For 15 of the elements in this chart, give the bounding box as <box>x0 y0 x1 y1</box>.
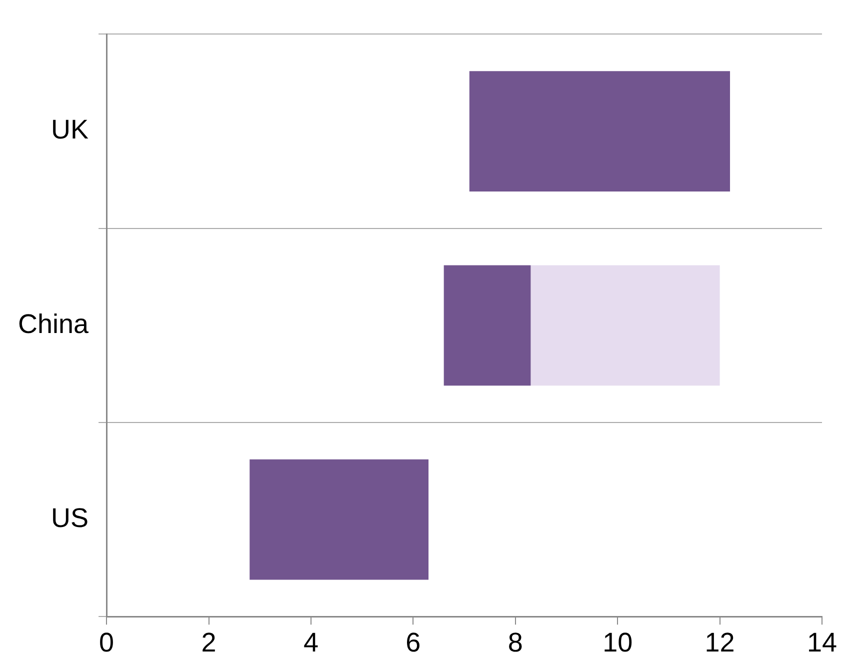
bar <box>250 459 428 580</box>
x-tick-label: 10 <box>602 627 633 658</box>
bar <box>469 71 730 192</box>
bar <box>444 265 531 386</box>
x-tick-label: 12 <box>704 627 735 658</box>
y-tick-label: US <box>51 502 89 533</box>
x-tick-label: 8 <box>508 627 523 658</box>
x-tick-label: 0 <box>99 627 114 658</box>
y-tick-label: China <box>18 308 90 339</box>
x-tick-label: 4 <box>303 627 318 658</box>
x-tick-label: 2 <box>201 627 216 658</box>
bar <box>530 265 720 386</box>
x-tick-label: 6 <box>406 627 421 658</box>
x-tick-label: 14 <box>806 627 838 658</box>
y-tick-label: UK <box>51 114 89 145</box>
